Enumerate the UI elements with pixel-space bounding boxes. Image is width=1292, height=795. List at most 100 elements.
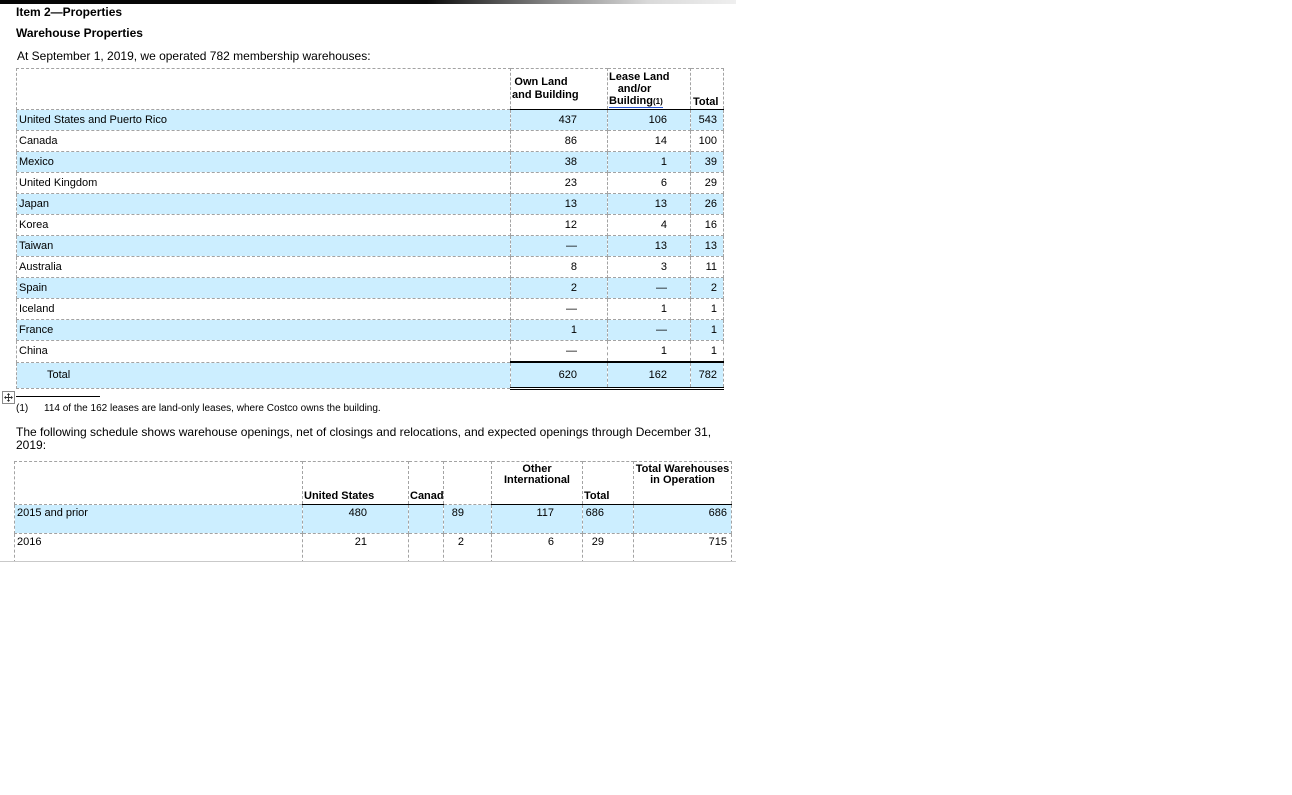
window-top-bar xyxy=(0,0,736,4)
country-cell: United States and Puerto Rico xyxy=(16,109,511,131)
own-land-cell: 1 xyxy=(510,319,608,341)
building-footnote-link[interactable]: Building(1) xyxy=(609,94,663,108)
total-cell: 29 xyxy=(582,533,634,561)
total-cell: 543 xyxy=(690,109,724,131)
total-cell: 26 xyxy=(690,193,724,215)
country-cell: Iceland xyxy=(16,298,511,320)
own-land-cell: 23 xyxy=(510,172,608,194)
header-line: Own Land xyxy=(514,76,568,88)
stub-header-cell xyxy=(16,68,511,110)
in-operation-cell: 715 xyxy=(633,533,732,561)
canada-cell: 2 xyxy=(443,533,492,561)
year-cell: 2015 and prior xyxy=(14,504,303,534)
footnote-superscript: (1) xyxy=(653,96,663,106)
header-line: Lease Land xyxy=(609,70,670,83)
lease-land-column-header: Lease Land and/or Building(1) xyxy=(607,68,691,110)
own-land-total-cell: 620 xyxy=(510,361,608,390)
total-cell: 16 xyxy=(690,214,724,236)
footnote: (1) 114 of the 162 leases are land-only l… xyxy=(16,403,736,414)
total-label-cell: Total xyxy=(16,361,511,389)
document-window: Item 2—Properties Warehouse Properties A… xyxy=(0,0,736,562)
us-cell: 480 xyxy=(302,504,409,534)
lease-land-total-cell: 162 xyxy=(607,361,691,390)
lease-land-cell: 13 xyxy=(607,235,691,257)
own-land-cell: 38 xyxy=(510,151,608,173)
header-line: and/or xyxy=(617,82,652,95)
table-row: France 1 — 1 xyxy=(16,319,724,341)
total-cell: 1 xyxy=(690,319,724,341)
table-row: United Kingdom 23 6 29 xyxy=(16,172,724,194)
table-total-row: Total 620 162 782 xyxy=(16,361,724,390)
country-cell: Mexico xyxy=(16,151,511,173)
in-operation-cell: 686 xyxy=(633,504,732,534)
total-column-header: Total xyxy=(582,461,634,505)
table-row: Iceland — 1 1 xyxy=(16,298,724,320)
table-row: Taiwan — 13 13 xyxy=(16,235,724,257)
table-row: 2016 21 2 6 29 715 xyxy=(14,533,732,561)
lease-land-cell: 6 xyxy=(607,172,691,194)
country-cell: Canada xyxy=(16,130,511,152)
section-heading: Warehouse Properties xyxy=(16,26,143,40)
total-cell: 686 xyxy=(582,504,634,534)
four-way-arrow-icon xyxy=(4,393,13,402)
header-line: in Operation xyxy=(650,474,715,486)
total-cell: 29 xyxy=(690,172,724,194)
country-cell: China xyxy=(16,340,511,363)
schedule-intro-paragraph: The following schedule shows warehouse o… xyxy=(16,425,712,452)
warehouse-properties-table: Own Land and Building Lease Land and/or … xyxy=(16,68,724,390)
own-land-cell: 8 xyxy=(510,256,608,278)
country-cell: Taiwan xyxy=(16,235,511,257)
total-cell: 11 xyxy=(690,256,724,278)
table-row: Australia 8 3 11 xyxy=(16,256,724,278)
lease-land-cell: 106 xyxy=(607,109,691,131)
own-land-column-header: Own Land and Building xyxy=(510,68,608,110)
own-land-cell: 12 xyxy=(510,214,608,236)
lease-land-cell: 1 xyxy=(607,298,691,320)
table-move-handle-icon[interactable] xyxy=(2,391,15,404)
grand-total-cell: 782 xyxy=(690,361,724,390)
lease-land-cell: 1 xyxy=(607,151,691,173)
canada-column-header: Canada xyxy=(408,461,444,505)
lease-land-cell: 14 xyxy=(607,130,691,152)
header-line: Building xyxy=(609,94,653,107)
total-column-header: Total xyxy=(690,68,724,110)
country-cell: Australia xyxy=(16,256,511,278)
lease-land-cell: 1 xyxy=(607,340,691,363)
total-cell: 39 xyxy=(690,151,724,173)
table-row: Canada 86 14 100 xyxy=(16,130,724,152)
lease-land-cell: — xyxy=(607,319,691,341)
lease-land-cell: — xyxy=(607,277,691,299)
table-row: China — 1 1 xyxy=(16,340,724,363)
header-line: and Building xyxy=(512,89,579,101)
country-cell: Spain xyxy=(16,277,511,299)
warehouse-openings-table: United States Canada Other International… xyxy=(14,461,732,561)
own-land-cell: 2 xyxy=(510,277,608,299)
canada-cell: 89 xyxy=(443,504,492,534)
header-line: International xyxy=(503,474,570,486)
lease-land-cell: 4 xyxy=(607,214,691,236)
own-land-cell: 13 xyxy=(510,193,608,215)
country-cell: Korea xyxy=(16,214,511,236)
table-row: United States and Puerto Rico 437 106 54… xyxy=(16,109,724,131)
table-row: Mexico 38 1 39 xyxy=(16,151,724,173)
header-line: Total Warehouses xyxy=(635,463,730,475)
country-cell: France xyxy=(16,319,511,341)
lease-land-cell: 3 xyxy=(607,256,691,278)
canada-label-spacer-cell xyxy=(408,504,444,534)
intro-paragraph: At September 1, 2019, we operated 782 me… xyxy=(17,49,371,63)
year-cell: 2016 xyxy=(14,533,303,561)
country-cell: Japan xyxy=(16,193,511,215)
us-cell: 21 xyxy=(302,533,409,561)
footnote-marker: (1) xyxy=(16,403,29,414)
table-header-row: Own Land and Building Lease Land and/or … xyxy=(16,68,724,110)
stub-header-cell xyxy=(14,461,303,505)
united-states-column-header: United States xyxy=(302,461,409,505)
total-cell: 1 xyxy=(690,340,724,363)
total-cell: 2 xyxy=(690,277,724,299)
table-row: Spain 2 — 2 xyxy=(16,277,724,299)
own-land-cell: 437 xyxy=(510,109,608,131)
own-land-cell: — xyxy=(510,298,608,320)
table-row: 2015 and prior 480 89 117 686 686 xyxy=(14,504,732,534)
canada-values-column-header xyxy=(443,461,492,505)
table-row: Korea 12 4 16 xyxy=(16,214,724,236)
